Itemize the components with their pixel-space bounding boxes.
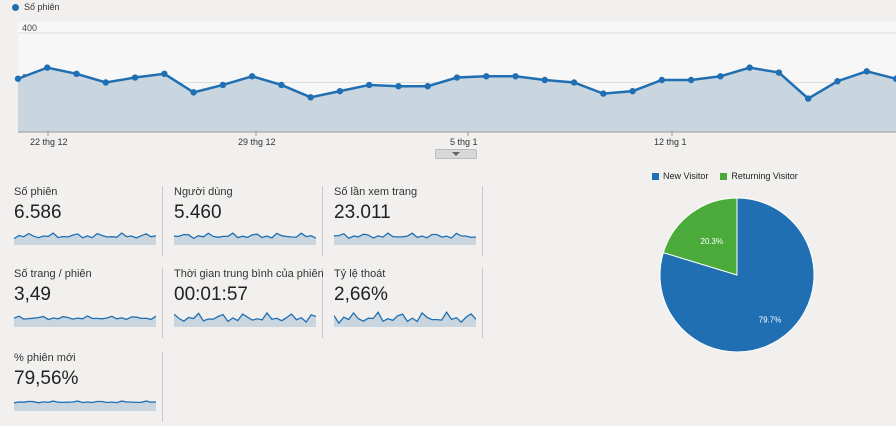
data-point[interactable]: [73, 70, 80, 78]
sparkline-area: [174, 313, 316, 327]
x-tick-label: 5 thg 1: [450, 137, 478, 147]
x-tick-label: 12 thg 1: [654, 137, 687, 147]
data-point[interactable]: [161, 70, 168, 78]
data-point[interactable]: [307, 94, 314, 101]
swatch-icon: [720, 172, 728, 180]
data-point[interactable]: [687, 76, 695, 84]
pie-slice[interactable]: [662, 197, 738, 276]
data-point[interactable]: [14, 75, 22, 82]
data-point[interactable]: [717, 73, 724, 80]
metric-label: Thời gian trung bình của phiên: [174, 268, 324, 280]
sparkline-area: [174, 233, 316, 245]
data-point[interactable]: [366, 81, 373, 89]
sparkline: [334, 232, 476, 245]
pie-slice-label: 20.3%: [700, 237, 723, 246]
sparkline: [174, 311, 316, 327]
metric-label: Số lần xem trang: [334, 186, 418, 198]
data-point[interactable]: [102, 79, 110, 86]
pie-legend: New Visitor Returning Visitor: [652, 171, 810, 181]
data-point[interactable]: [570, 79, 578, 86]
legend-new-visitor[interactable]: New Visitor: [652, 171, 708, 181]
pie-slice[interactable]: [659, 197, 815, 353]
metric-sessions[interactable]: Số phiên 6.586: [12, 186, 163, 256]
data-point[interactable]: [658, 76, 666, 84]
metric-value: 79,56%: [14, 368, 79, 389]
data-point[interactable]: [892, 75, 896, 82]
y-tick-label: 400: [22, 23, 37, 33]
sparkline-line: [14, 315, 156, 321]
metric-users[interactable]: Người dùng 5.460: [172, 186, 323, 256]
sparkline-line: [174, 232, 316, 240]
metric-label: Số phiên: [14, 186, 58, 198]
pie-chart: 79.7% 20.3%: [659, 197, 815, 353]
sparkline: [174, 232, 316, 245]
metric-value: 3,49: [14, 284, 51, 305]
sessions-legend[interactable]: Số phiên: [12, 2, 60, 12]
data-point[interactable]: [190, 89, 197, 96]
metric-value: 2,66%: [334, 284, 388, 305]
sparkline-area: [14, 233, 156, 245]
metric-value: 5.460: [174, 202, 222, 223]
data-point[interactable]: [541, 76, 548, 84]
sparkline-line: [174, 311, 316, 323]
data-point[interactable]: [512, 73, 519, 80]
data-point[interactable]: [629, 87, 636, 95]
sparkline: [334, 311, 476, 327]
metric-label: % phiên mới: [14, 352, 76, 364]
legend-dot-icon: [12, 3, 19, 11]
sparkline-line: [14, 232, 156, 240]
sparkline-line: [14, 400, 156, 404]
data-point[interactable]: [805, 95, 812, 102]
data-point[interactable]: [131, 74, 139, 81]
legend-label: Returning Visitor: [731, 171, 798, 181]
data-point[interactable]: [424, 82, 431, 90]
data-point[interactable]: [746, 64, 753, 71]
x-tick-label: 29 thg 12: [238, 137, 276, 147]
data-point[interactable]: [483, 73, 490, 80]
metric-value: 00:01:57: [174, 284, 248, 305]
metric-label: Tỷ lệ thoát: [334, 268, 386, 280]
data-point[interactable]: [278, 81, 285, 89]
legend-returning-visitor[interactable]: Returning Visitor: [720, 171, 798, 181]
data-point[interactable]: [863, 68, 870, 75]
swatch-icon: [652, 172, 659, 180]
sparkline-area: [334, 312, 476, 327]
sparkline-line: [334, 232, 476, 240]
x-tick-label: 22 thg 12: [30, 137, 68, 147]
sparkline-line: [334, 311, 476, 325]
data-point[interactable]: [600, 90, 607, 97]
metric-new-sessions[interactable]: % phiên mới 79,56%: [12, 352, 163, 422]
sessions-legend-label: Số phiên: [24, 2, 60, 12]
data-point[interactable]: [248, 73, 256, 80]
metric-label: Người dùng: [174, 186, 233, 198]
sparkline: [14, 315, 156, 327]
data-point[interactable]: [44, 64, 51, 71]
metric-bounce-rate[interactable]: Tỷ lệ thoát 2,66%: [332, 268, 483, 338]
data-point[interactable]: [775, 69, 783, 76]
legend-label: New Visitor: [663, 171, 709, 181]
sparkline-area: [14, 401, 156, 411]
metric-avg-session-duration[interactable]: Thời gian trung bình của phiên 00:01:57: [172, 268, 324, 338]
metric-pages-per-session[interactable]: Số trang / phiên 3,49: [12, 268, 163, 338]
data-point[interactable]: [395, 82, 402, 90]
chart-resize-handle[interactable]: [435, 149, 477, 159]
data-point[interactable]: [336, 87, 344, 95]
metric-value: 6.586: [14, 202, 62, 223]
visitor-type-pie: New Visitor Returning Visitor 79.7% 20.3%: [640, 165, 896, 365]
sparkline: [14, 400, 156, 411]
data-point[interactable]: [453, 74, 461, 81]
data-point[interactable]: [219, 81, 227, 89]
metric-pageviews[interactable]: Số lần xem trang 23.011: [332, 186, 483, 256]
metric-label: Số trang / phiên: [14, 268, 92, 280]
data-point[interactable]: [834, 78, 841, 85]
pie-slice-label: 79.7%: [759, 316, 782, 325]
sparkline: [14, 232, 156, 245]
sessions-area: [18, 67, 896, 132]
metric-value: 23.011: [334, 202, 391, 223]
